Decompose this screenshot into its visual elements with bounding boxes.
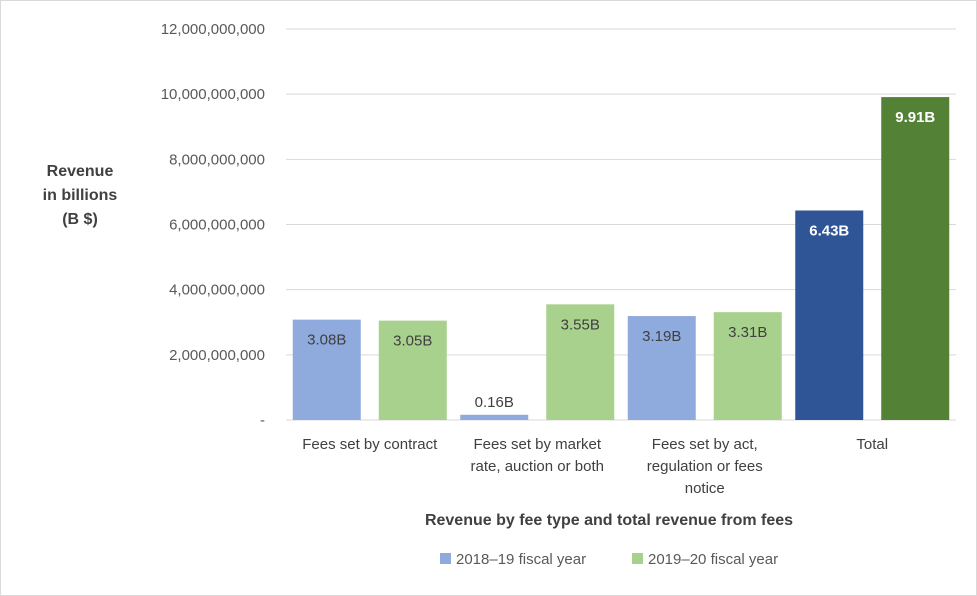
category-labels: Fees set by contract Fees set by market ra… xyxy=(302,436,888,497)
bar xyxy=(881,97,950,420)
bar xyxy=(546,304,615,420)
data-label: 6.43B xyxy=(809,222,849,239)
bar xyxy=(713,312,782,420)
data-label: 3.31B xyxy=(728,324,767,341)
y-axis-title: Revenue in billions (B $) xyxy=(43,163,118,228)
legend: 2018–19 fiscal year 2019–20 fiscal year xyxy=(440,551,778,568)
category-label: rate, auction or both xyxy=(471,458,604,475)
category-label: Fees set by market xyxy=(473,436,601,453)
y-axis-title-line: in billions xyxy=(43,187,118,204)
y-axis-title-line: Revenue xyxy=(47,163,114,180)
category-label: Fees set by contract xyxy=(302,436,438,453)
category-label: notice xyxy=(685,480,725,497)
data-label: 3.08B xyxy=(307,332,346,349)
legend-label: 2019–20 fiscal year xyxy=(648,551,778,568)
data-label: 3.05B xyxy=(393,333,432,350)
y-axis-ticks: - 2,000,000,000 4,000,000,000 6,000,000,000… xyxy=(161,21,265,429)
y-tick-label: 6,000,000,000 xyxy=(169,217,265,234)
y-tick-label: 4,000,000,000 xyxy=(169,282,265,299)
legend-swatch xyxy=(632,553,643,564)
legend-swatch xyxy=(440,553,451,564)
bar xyxy=(292,319,361,420)
legend-label: 2018–19 fiscal year xyxy=(456,551,586,568)
bar xyxy=(378,320,447,420)
data-label: 3.19B xyxy=(642,328,681,345)
y-axis-title-line: (B $) xyxy=(62,211,98,228)
category-label: Total xyxy=(856,436,888,453)
bar xyxy=(627,316,696,420)
y-tick-label: 12,000,000,000 xyxy=(161,21,265,38)
data-labels: 3.08B 3.05B 0.16B 3.55B 3.19B 3.31B 6.43B 9.91B xyxy=(307,109,935,411)
y-tick-label: - xyxy=(260,412,265,429)
bars xyxy=(292,97,950,420)
category-label: regulation or fees xyxy=(647,458,763,475)
bar xyxy=(460,414,529,420)
y-tick-label: 2,000,000,000 xyxy=(169,347,265,364)
data-label: 0.16B xyxy=(475,394,514,411)
bar xyxy=(795,210,864,420)
data-label: 3.55B xyxy=(561,316,600,333)
data-label: 9.91B xyxy=(895,109,935,126)
y-tick-label: 10,000,000,000 xyxy=(161,86,265,103)
category-label: Fees set by act, xyxy=(652,436,758,453)
y-tick-label: 8,000,000,000 xyxy=(169,151,265,168)
x-axis-title: Revenue by fee type and total revenue fr… xyxy=(425,512,793,529)
